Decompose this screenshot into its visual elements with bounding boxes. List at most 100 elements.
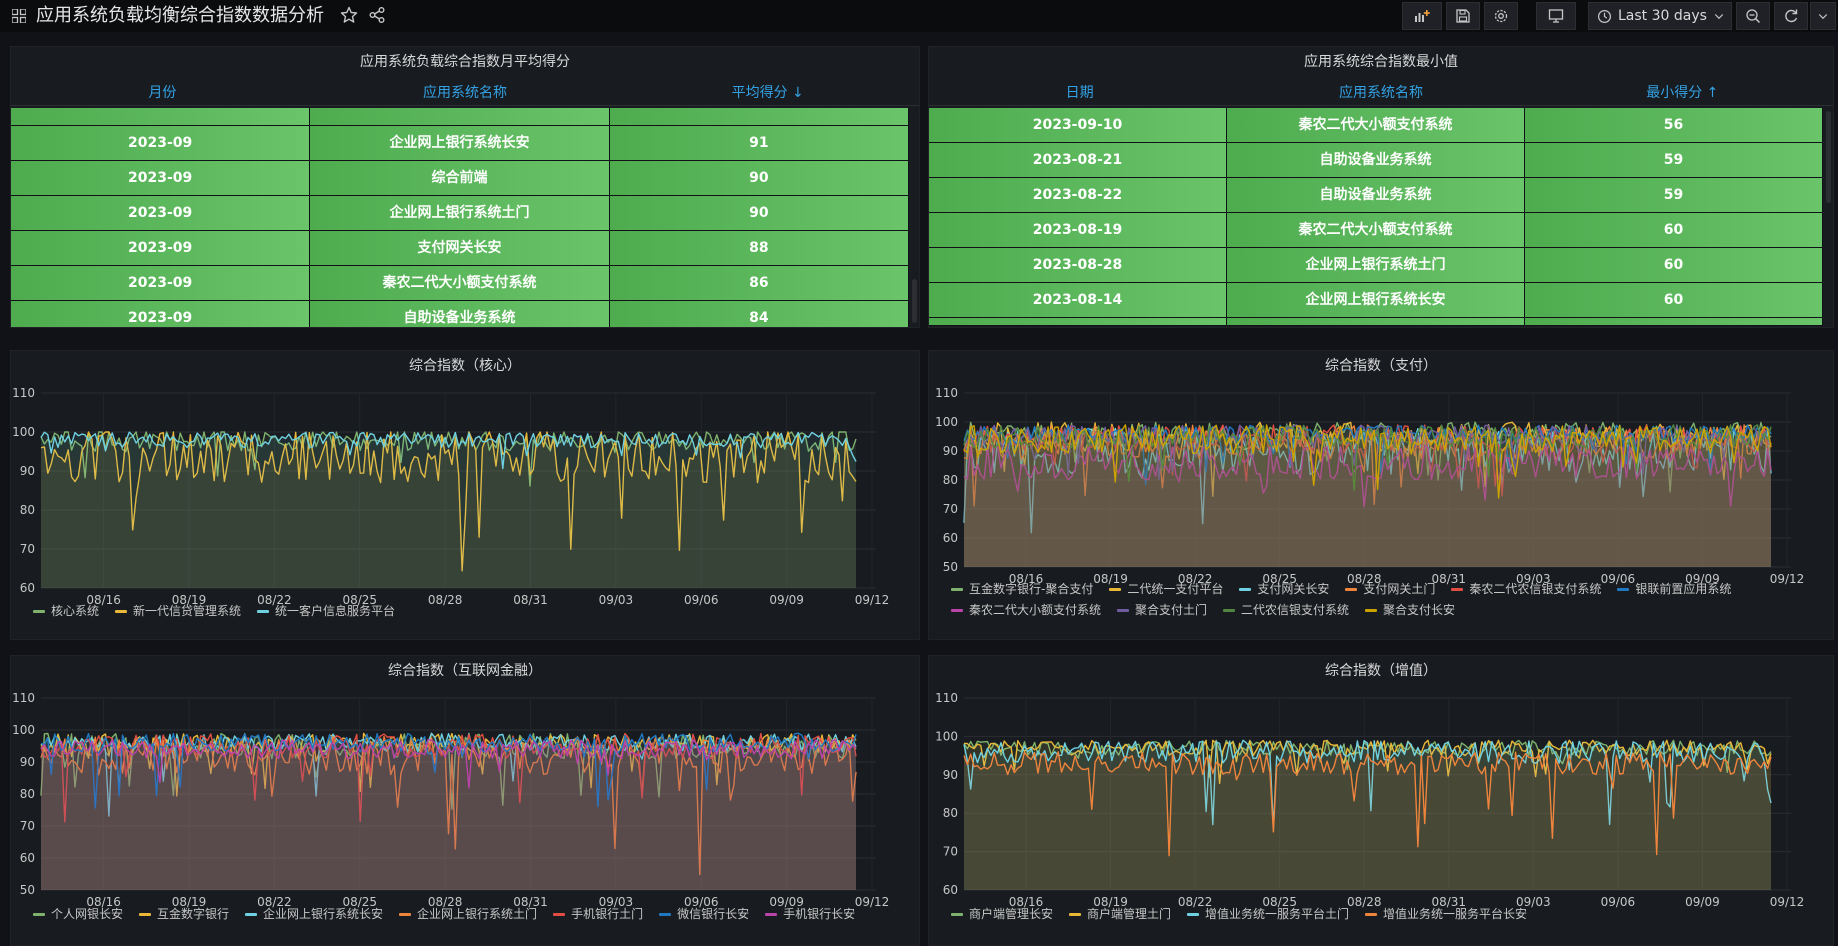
column-header-min-score[interactable]: 最小得分 ↑: [1646, 85, 1719, 101]
dashboard-title[interactable]: 应用系统负载均衡综合指数数据分析: [36, 5, 324, 26]
legend-item[interactable]: 商户端管理长安: [951, 904, 1053, 925]
panel-title[interactable]: 应用系统综合指数最小值: [1304, 54, 1458, 70]
x-tick-label: 08/22: [1178, 572, 1213, 586]
column-header-average-score[interactable]: 平均得分 ↓: [731, 85, 804, 101]
legend-item[interactable]: 支付网关长安: [1239, 579, 1329, 600]
legend-item[interactable]: 新一代信贷管理系统: [115, 601, 241, 622]
legend-item[interactable]: 增值业务统一服务平台长安: [1365, 904, 1527, 925]
add-panel-button[interactable]: [1402, 2, 1442, 30]
column-header-system-name[interactable]: 应用系统名称: [1338, 85, 1423, 101]
share-icon[interactable]: [368, 6, 386, 24]
panel-title[interactable]: 综合指数（核心）: [409, 358, 521, 374]
cell-system-name: 自助设备业务系统: [1227, 143, 1525, 178]
legend-swatch: [1451, 588, 1464, 591]
legend-swatch: [951, 609, 963, 612]
table-scrollbar[interactable]: [912, 279, 917, 323]
series-area: [964, 424, 1771, 567]
cell-system-name: 自助设备业务系统: [310, 301, 610, 327]
legend-item[interactable]: 手机银行长安: [765, 904, 855, 925]
series-line[interactable]: [40, 736, 857, 876]
chart-plot[interactable]: 60 70 80 90 100 110 08/16 08/19 08/22 08/25 08/28 0…: [11, 351, 919, 639]
y-tick-label: 60: [943, 531, 958, 545]
legend-item[interactable]: 统一客户信息服务平台: [257, 601, 395, 622]
x-tick-label: 09/12: [1770, 572, 1805, 586]
refresh-interval-button[interactable]: [1810, 2, 1836, 30]
legend-item[interactable]: 二代农信银支付系统: [1223, 600, 1349, 621]
cycle-view-mode-button[interactable]: [1536, 2, 1576, 30]
legend-label: 聚合支付土门: [1135, 603, 1208, 617]
legend-item[interactable]: 银联前置应用系统: [1617, 579, 1731, 600]
legend-item[interactable]: 二代统一支付平台: [1109, 579, 1223, 600]
x-tick-label: 08/16: [86, 593, 121, 607]
panel-title[interactable]: 综合指数（互联网金融）: [388, 663, 542, 679]
save-dashboard-button[interactable]: [1446, 2, 1480, 30]
legend-item[interactable]: 核心系统: [33, 601, 99, 622]
legend-item[interactable]: 互金数字银行: [139, 904, 229, 925]
table-scrollbar[interactable]: [1826, 111, 1831, 203]
legend-item[interactable]: 聚合支付长安: [1365, 600, 1455, 621]
series-line[interactable]: [40, 732, 857, 809]
legend-item[interactable]: 聚合支付土门: [1117, 600, 1207, 621]
legend-item[interactable]: 微信银行长安: [659, 904, 749, 925]
panel-chart-payment: 综合指数（支付） 50 60 70 80 90 100 110 08/16 08/19 08/22…: [928, 350, 1834, 640]
legend-item[interactable]: 秦农二代大小额支付系统: [951, 600, 1101, 621]
cell-month: 2023-09: [11, 266, 311, 301]
series-line[interactable]: [963, 739, 1772, 829]
legend-item[interactable]: 互金数字银行-聚合支付: [951, 579, 1093, 600]
series-line[interactable]: [40, 738, 857, 789]
legend-swatch: [139, 913, 152, 916]
cell-system-name: 秦农二代大小额支付系统: [1227, 108, 1525, 143]
table-row: 2023-09 企业网上银行系统长安 91: [11, 126, 909, 161]
legend-item[interactable]: 手机银行土门: [553, 904, 643, 925]
chevron-down-icon: [1818, 14, 1828, 20]
x-tick-label: 08/31: [1431, 895, 1466, 909]
series-area: [964, 445, 1771, 567]
y-tick-label: 80: [943, 806, 958, 820]
series-line[interactable]: [963, 751, 1772, 857]
series-line[interactable]: [40, 431, 857, 487]
legend-swatch: [659, 913, 672, 916]
x-tick-label: 08/25: [1262, 572, 1297, 586]
series-line[interactable]: [963, 424, 1772, 485]
legend-item[interactable]: 支付网关土门: [1345, 579, 1435, 600]
series-line[interactable]: [40, 431, 857, 572]
time-range-picker[interactable]: Last 30 days: [1588, 2, 1732, 30]
legend-swatch: [1069, 913, 1082, 916]
legend-label: 秦农二代农信银支付系统: [1469, 582, 1602, 596]
legend-label: 支付网关土门: [1363, 582, 1436, 596]
zoom-out-button[interactable]: [1736, 2, 1770, 30]
x-tick-label: 09/09: [769, 593, 804, 607]
series-line[interactable]: [40, 431, 857, 470]
legend-label: 微信银行长安: [677, 907, 750, 921]
column-header-date[interactable]: 日期: [1065, 85, 1094, 101]
chart-plot[interactable]: 50 60 70 80 90 100 110 08/16 08/19 08/22 08/25 08/2…: [11, 656, 919, 945]
chart-plot[interactable]: 50 60 70 80 90 100 110 08/16 08/19 08/22 08/25 08/2…: [929, 351, 1833, 639]
refresh-button[interactable]: [1774, 2, 1808, 30]
panel-title[interactable]: 应用系统负载综合指数月平均得分: [360, 54, 570, 70]
panel-title[interactable]: 综合指数（增值）: [1325, 663, 1437, 679]
column-header-month[interactable]: 月份: [148, 85, 177, 101]
legend-item[interactable]: 秦农二代农信银支付系统: [1451, 579, 1601, 600]
legend-item[interactable]: 个人网银长安: [33, 904, 123, 925]
panel-chart-value-added: 综合指数（增值） 60 70 80 90 100 110 08/16 08/19 08/22 08…: [928, 655, 1834, 946]
legend-item[interactable]: 企业网上银行系统长安: [245, 904, 383, 925]
legend-swatch: [1345, 588, 1358, 591]
dashboard-settings-button[interactable]: [1484, 2, 1518, 30]
chart-plot[interactable]: 60 70 80 90 100 110 08/16 08/19 08/22 08/25 08/28 0…: [929, 656, 1833, 945]
series-line[interactable]: [963, 424, 1772, 492]
y-tick-label: 80: [20, 787, 35, 801]
y-tick-label: 100: [12, 723, 35, 737]
x-tick-label: 09/12: [1770, 895, 1805, 909]
apps-icon[interactable]: [12, 9, 26, 23]
legend-item[interactable]: 增值业务统一服务平台土门: [1187, 904, 1349, 925]
cell-system-name: 自助设备业务系统: [1227, 178, 1525, 213]
column-header-system-name[interactable]: 应用系统名称: [423, 85, 507, 101]
panel-title[interactable]: 综合指数（支付）: [1325, 358, 1437, 374]
legend-item[interactable]: 商户端管理土门: [1069, 904, 1171, 925]
series-line[interactable]: [963, 444, 1772, 508]
y-tick-label: 70: [20, 542, 35, 556]
legend-item[interactable]: 企业网上银行系统土门: [399, 904, 537, 925]
star-icon[interactable]: [340, 6, 358, 24]
series-line[interactable]: [963, 424, 1772, 499]
clock-icon: [1597, 9, 1612, 23]
